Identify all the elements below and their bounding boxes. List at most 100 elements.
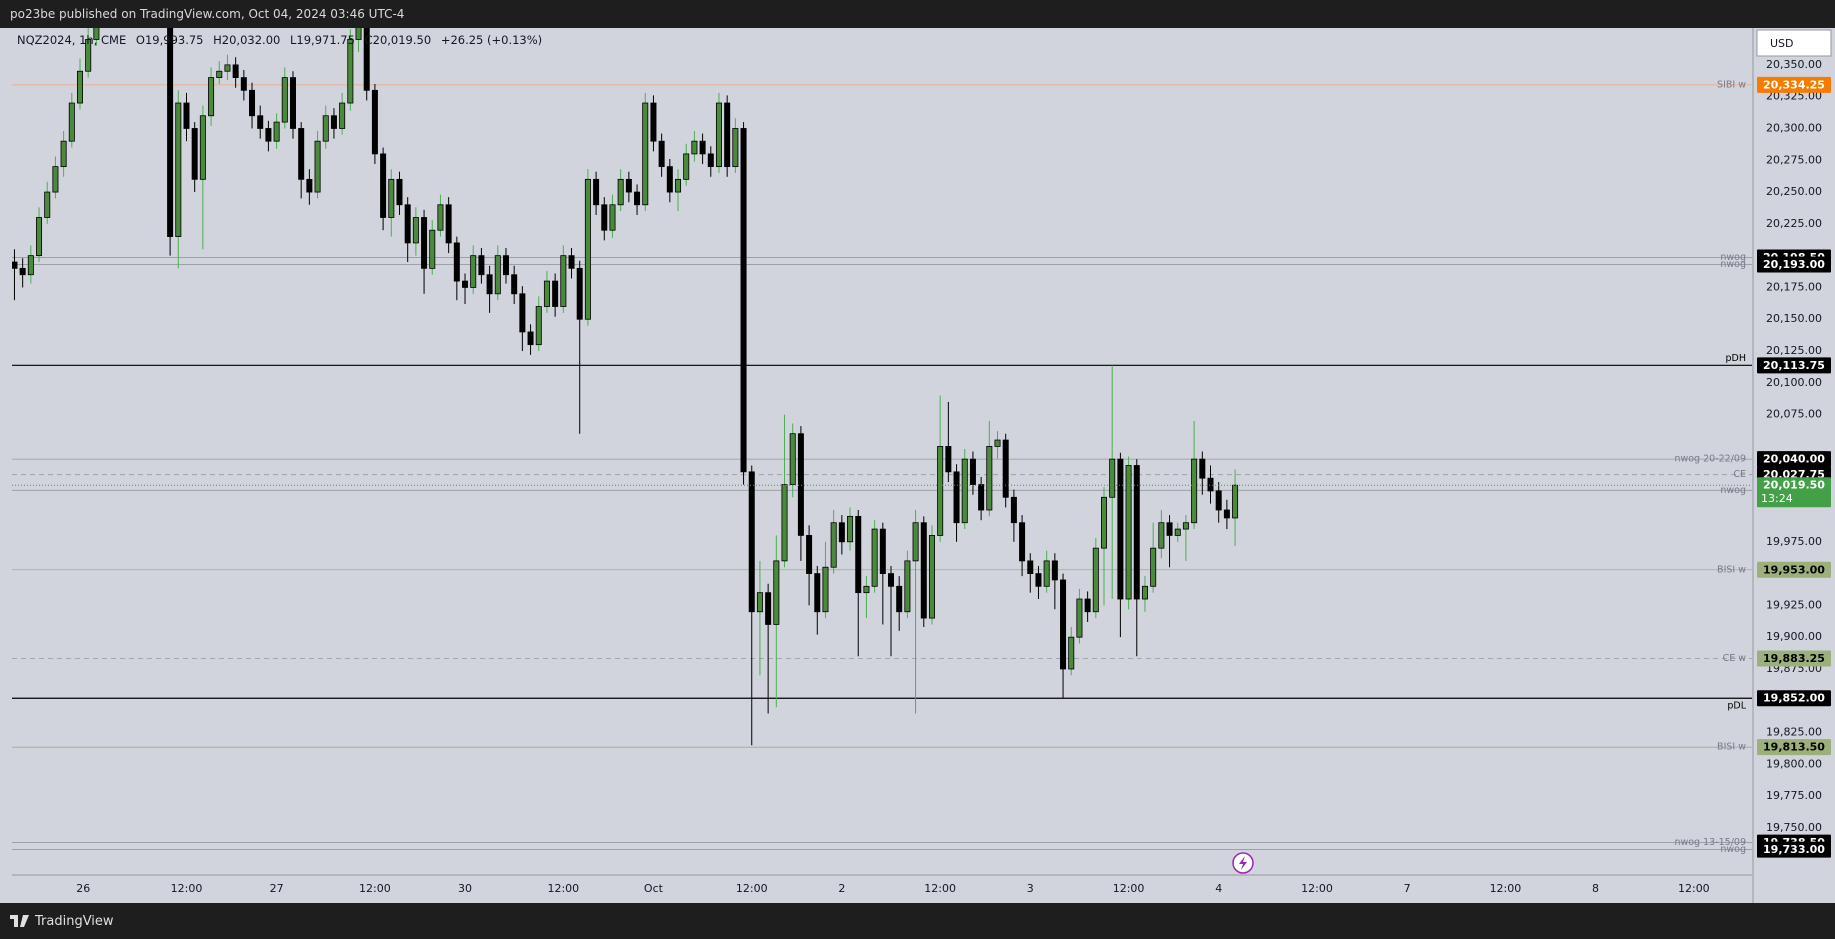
candle-body: [1141, 585, 1148, 600]
candle-body: [175, 102, 182, 237]
y-tick-label: 20,175.00: [1766, 280, 1822, 293]
candle-body: [1223, 509, 1230, 519]
price-tag: [1757, 690, 1831, 707]
price-tag-label: 19,852.00: [1763, 692, 1825, 705]
level-label: nwog 20-22/09: [1674, 454, 1746, 465]
candle-body: [756, 592, 763, 613]
candle-body: [1166, 522, 1173, 536]
price-tag: [1757, 739, 1831, 756]
candle-body: [1060, 579, 1067, 670]
candle-body: [486, 274, 493, 295]
ohlc-high: H20,032.00: [213, 33, 281, 47]
candle-body: [789, 433, 796, 485]
candle-body: [273, 121, 280, 142]
price-tag: [1757, 561, 1831, 578]
candle-body: [863, 585, 870, 594]
x-tick-label: 4: [1215, 882, 1222, 895]
candle-body: [986, 446, 993, 511]
x-tick-label: 12:00: [1301, 882, 1333, 895]
level-label: nwog: [1720, 844, 1746, 855]
price-tag: [1757, 357, 1831, 374]
candle-body: [896, 585, 903, 613]
level-label: nwog: [1720, 259, 1746, 270]
candle-body: [1125, 465, 1132, 600]
candle-body: [773, 560, 780, 625]
footer-bar: TradingView: [0, 903, 1835, 939]
y-tick-label: 19,800.00: [1766, 757, 1822, 770]
candle-body: [994, 439, 1001, 447]
candle-body: [437, 204, 444, 231]
candle-body: [1010, 496, 1017, 524]
y-tick-label: 20,350.00: [1766, 58, 1822, 71]
candle-body: [1051, 560, 1058, 581]
y-tick-label: 20,325.00: [1766, 90, 1822, 103]
candle-body: [1027, 560, 1034, 574]
candle-body: [1109, 458, 1116, 498]
candle-body: [642, 102, 649, 206]
candle-body: [1207, 477, 1214, 492]
events-icon-bolt: [1239, 856, 1247, 870]
x-tick-label: 12:00: [359, 882, 391, 895]
candle-body: [658, 140, 665, 168]
candle-body: [1215, 490, 1222, 511]
candle-body: [543, 280, 550, 307]
price-tag-label: 20,113.75: [1763, 359, 1825, 372]
candle-body: [421, 217, 428, 269]
currency-label: USD: [1770, 37, 1794, 50]
candle-body: [675, 178, 682, 193]
candle-body: [617, 178, 624, 206]
candle-body: [478, 255, 485, 276]
candle-body: [568, 255, 575, 269]
candle-body: [527, 331, 534, 346]
level-label: pDL: [1727, 701, 1746, 712]
candle-body: [724, 102, 731, 168]
candle-body: [249, 89, 256, 117]
candle-body: [912, 522, 919, 562]
candle-body: [1150, 547, 1157, 587]
brand-name: TradingView: [35, 913, 114, 929]
y-tick-label: 20,275.00: [1766, 153, 1822, 166]
candle-body: [576, 267, 583, 320]
currency-box[interactable]: [1756, 29, 1832, 57]
x-tick-label: 8: [1592, 882, 1599, 895]
candle-body: [27, 255, 34, 276]
candle-body: [634, 191, 641, 206]
candle-body: [339, 102, 346, 129]
candle-body: [85, 39, 92, 72]
x-tick-label: 27: [270, 882, 284, 895]
candle-body: [68, 102, 75, 142]
candle-body: [52, 166, 59, 193]
candle-body: [412, 217, 419, 244]
candle-body: [502, 255, 509, 276]
publish-info: po23be published on TradingView.com, Oct…: [10, 7, 405, 21]
x-tick-label: Oct: [644, 882, 664, 895]
level-label: BISI w: [1717, 564, 1746, 575]
candle-body: [552, 280, 559, 307]
candle-body: [12, 261, 18, 269]
x-tick-label: 2: [838, 882, 845, 895]
candle-body: [93, 28, 100, 40]
ohlc-close: C20,019.50: [364, 33, 432, 47]
candle-body: [36, 217, 43, 257]
candle-body: [683, 153, 690, 180]
candle-body: [699, 140, 706, 155]
candle-body: [322, 115, 329, 142]
current-price-label: 20,019.50: [1763, 479, 1825, 492]
candle-body: [404, 204, 411, 244]
candle-body: [216, 70, 223, 78]
candle-body: [822, 566, 829, 613]
candle-body: [584, 178, 591, 320]
level-label: nwog 13-15/09: [1674, 837, 1746, 848]
y-tick-label: 20,125.00: [1766, 344, 1822, 357]
candle-body: [904, 560, 911, 613]
candle-body: [707, 153, 714, 168]
candle-body: [167, 28, 174, 237]
candle-body: [388, 178, 395, 218]
chart-background: [0, 28, 1835, 903]
candle-body: [838, 522, 845, 543]
candle-body: [355, 28, 362, 40]
x-tick-label: 12:00: [924, 882, 956, 895]
price-tag-label: 20,334.25: [1763, 78, 1825, 91]
ohlc-open: O19,993.75: [135, 33, 204, 47]
candle-body: [937, 446, 944, 536]
